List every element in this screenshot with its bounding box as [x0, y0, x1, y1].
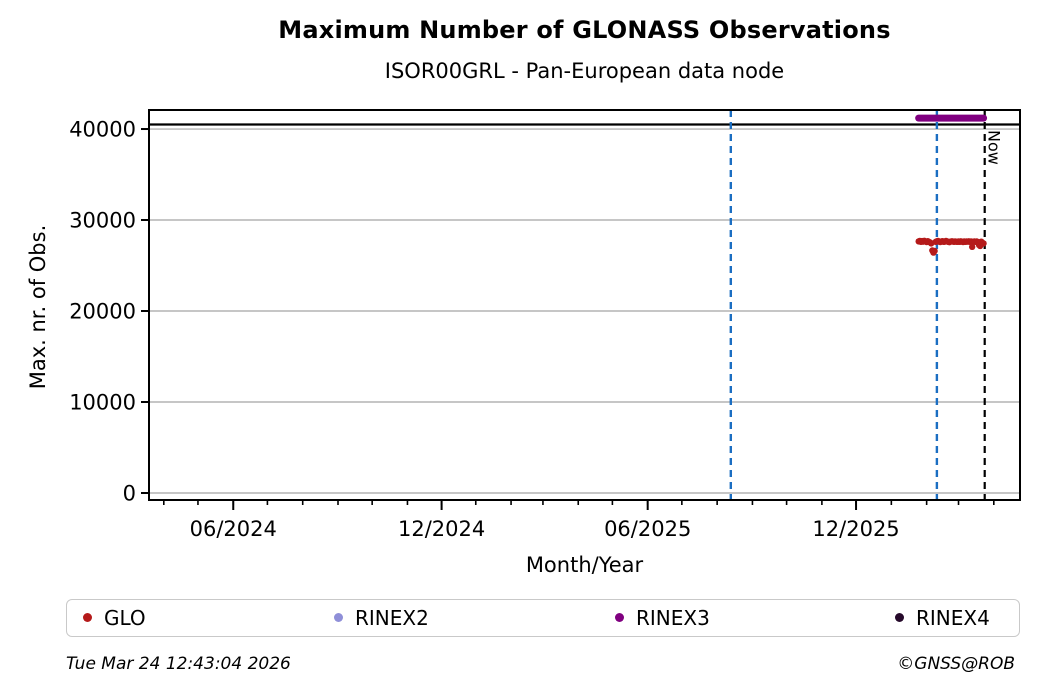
glo-point — [968, 243, 976, 251]
y-tick-label: 10000 — [69, 390, 136, 414]
copyright-credit: ©GNSS@ROB — [897, 654, 1015, 674]
legend-item-rinex2: RINEX2 — [334, 600, 429, 635]
legend-item-rinex3: RINEX3 — [615, 600, 710, 635]
x-axis-label: Month/Year — [525, 553, 644, 577]
plot-timestamp: Tue Mar 24 12:43:04 2026 — [66, 654, 291, 674]
plot-border — [148, 109, 1021, 501]
rinex2-marker-icon — [334, 613, 343, 622]
now-label: Now — [985, 130, 1004, 165]
x-tick-label: 12/2025 — [812, 517, 899, 541]
legend-label-rinex2: RINEX2 — [355, 605, 429, 630]
x-tick-label: 06/2025 — [604, 517, 691, 541]
y-tick-label: 0 — [123, 481, 136, 505]
legend-item-rinex4: RINEX4 — [895, 600, 990, 635]
glo-point — [980, 240, 987, 247]
legend-label-glo: GLO — [104, 605, 146, 630]
y-tick-label: 30000 — [69, 209, 136, 233]
y-tick-label: 40000 — [69, 118, 136, 142]
legend-label-rinex4: RINEX4 — [916, 605, 990, 630]
x-tick-label: 06/2024 — [190, 517, 277, 541]
rinex4-marker-icon — [895, 613, 904, 622]
x-tick-label: 12/2024 — [398, 517, 485, 541]
rinex3-marker-icon — [615, 613, 624, 622]
plot-area: Now 0 10000 20000 30000 40000 06/2024 12/2024 06… — [69, 109, 1021, 541]
glo-point — [931, 247, 938, 255]
legend: GLO RINEX2 RINEX3 RINEX4 — [66, 599, 1020, 637]
glo-marker-icon — [83, 613, 92, 622]
chart-title: Maximum Number of GLONASS Observations — [278, 16, 891, 44]
legend-label-rinex3: RINEX3 — [636, 605, 710, 630]
legend-item-glo: GLO — [83, 600, 146, 635]
y-tick-label: 20000 — [69, 300, 136, 324]
chart-subtitle: ISOR00GRL - Pan-European data node — [384, 59, 785, 83]
y-axis-label: Max. nr. of Obs. — [26, 224, 50, 390]
